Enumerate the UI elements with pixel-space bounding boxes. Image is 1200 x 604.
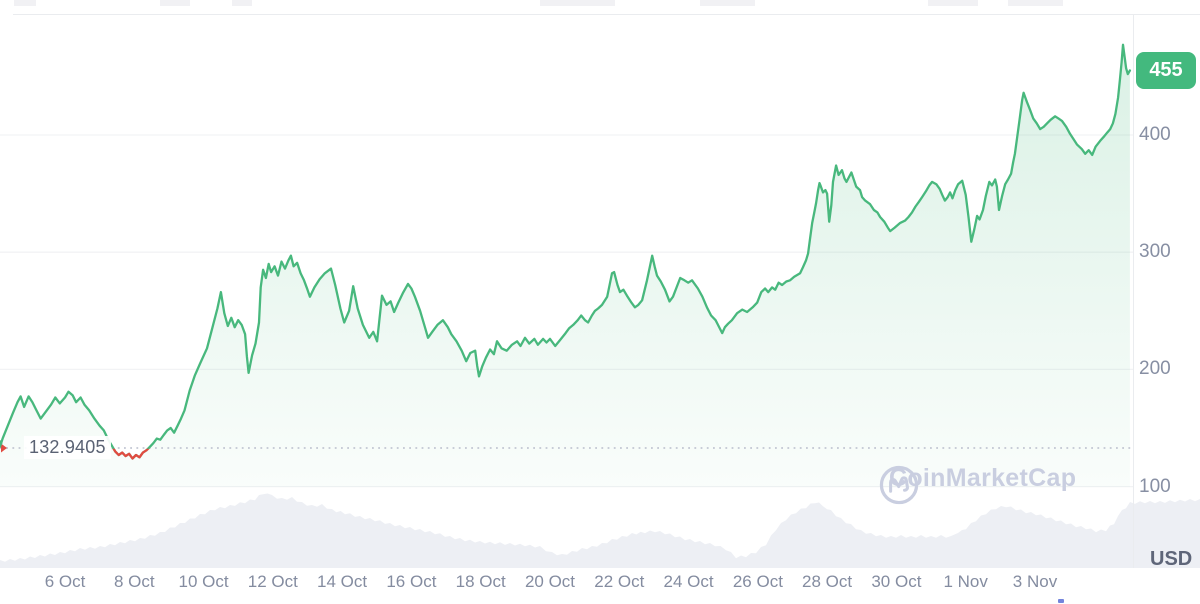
- x-axis-label-14-oct: 14 Oct: [317, 572, 368, 591]
- x-axis-label-30-oct: 30 Oct: [871, 572, 922, 591]
- x-axis-label-6-oct: 6 Oct: [44, 572, 86, 591]
- current-price-badge: 455: [1136, 52, 1196, 89]
- x-axis-label-26-oct: 26 Oct: [732, 572, 783, 591]
- volume-silhouette: [0, 493, 1200, 568]
- series-start-dot: [0, 440, 3, 446]
- x-axis-label-28-oct: 28 Oct: [802, 572, 853, 591]
- y-axis-label-400: 400: [1139, 124, 1171, 145]
- x-axis-label-18-oct: 18 Oct: [455, 572, 506, 591]
- currency-unit-label: USD: [1150, 548, 1193, 570]
- baseline-price-label: 132.9405: [24, 436, 111, 459]
- x-axis-label-24-oct: 24 Oct: [663, 572, 714, 591]
- x-axis-label-12-oct: 12 Oct: [247, 572, 298, 591]
- y-axis-label-300: 300: [1139, 241, 1171, 263]
- y-axis-label-200: 200: [1139, 358, 1171, 380]
- baseline-start-marker: [1, 443, 7, 453]
- x-axis-label-20-oct: 20 Oct: [524, 572, 576, 591]
- x-axis-label-16-oct: 16 Oct: [386, 572, 437, 591]
- x-axis-label-8-oct: 8 Oct: [113, 572, 155, 591]
- page-scroll-dot: [1058, 599, 1064, 603]
- x-axis-label-22-oct: 22 Oct: [594, 572, 645, 591]
- x-axis-label-3-nov: 3 Nov: [1012, 572, 1058, 591]
- x-axis-label-10-oct: 10 Oct: [178, 572, 229, 591]
- price-area-fill: [0, 44, 1130, 487]
- price-line[interactable]: [0, 43, 1132, 460]
- x-axis-label-1-nov: 1 Nov: [943, 572, 988, 591]
- y-axis-label-100: 100: [1139, 475, 1171, 497]
